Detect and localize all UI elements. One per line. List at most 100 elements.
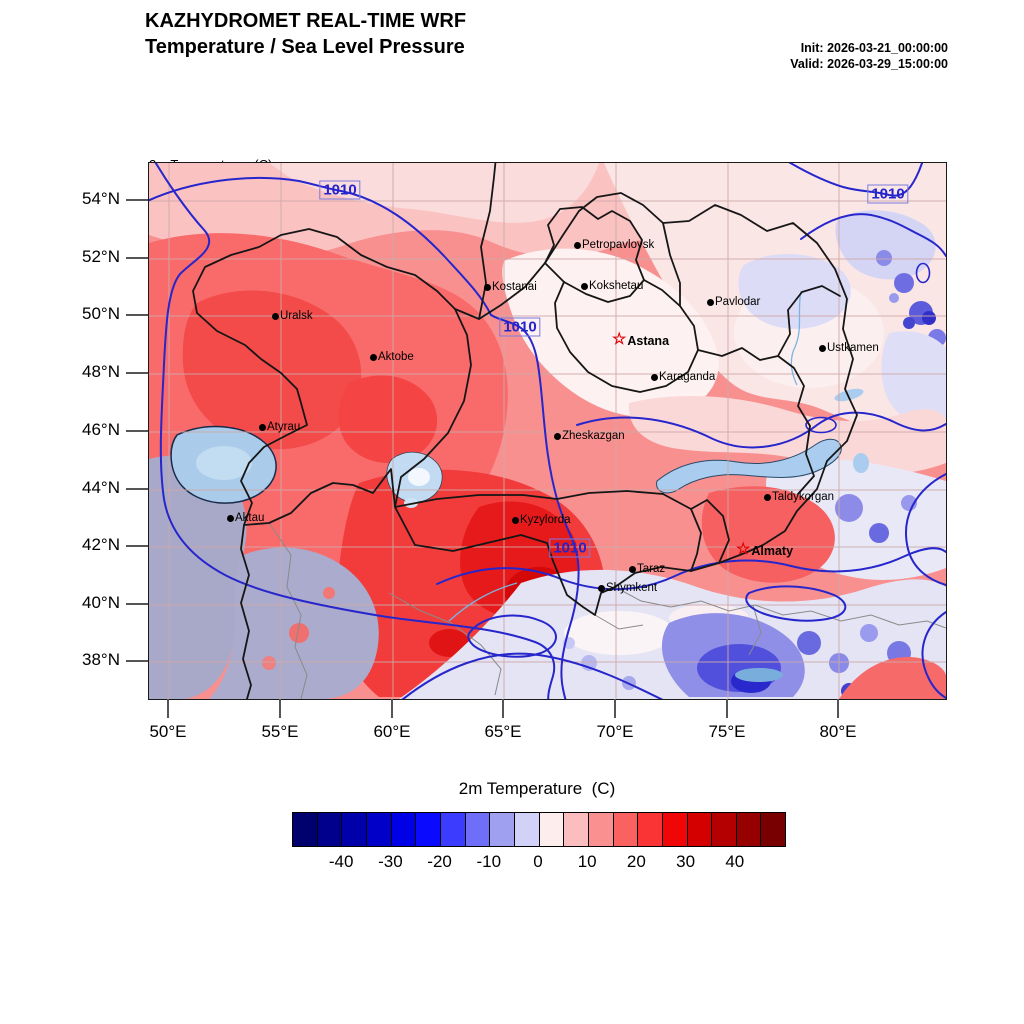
run-info: Init: 2026-03-21_00:00:00 Valid: 2026-03…: [790, 40, 948, 72]
city-shymkent: Shymkent: [598, 580, 657, 596]
city-label: Kyzylorda: [520, 514, 571, 526]
city-dot-icon: [581, 282, 588, 290]
city-pavlodar: Pavlodar: [707, 294, 760, 310]
lat-tick-mark: [126, 372, 148, 374]
lon-tick-label: 70°E: [596, 722, 634, 741]
lon-tick-mark: [614, 699, 616, 718]
city-label: Aktobe: [378, 351, 414, 363]
city-dot-icon: [819, 344, 826, 352]
colorbar-cell: [440, 813, 466, 846]
city-dot-icon: [629, 565, 636, 573]
isobar-label: 1010: [319, 180, 361, 200]
city-label: Pavlodar: [715, 296, 761, 308]
weather-map: [149, 163, 946, 699]
city-dot-icon: [484, 283, 491, 291]
lon-tick-mark: [837, 699, 839, 718]
city-atyrau: Atyrau: [259, 419, 300, 435]
city-taldykorgan: Taldykorgan: [764, 489, 834, 505]
city-dot-icon: [370, 353, 377, 361]
city-almaty: ☆ Almaty: [736, 542, 793, 559]
colorbar-cell: [588, 813, 614, 846]
colorbar-cell: [514, 813, 540, 846]
city-dot-icon: [512, 516, 519, 524]
colorbar-cell: [465, 813, 491, 846]
city-aktobe: Aktobe: [370, 349, 414, 365]
lat-tick-label: 42°N: [82, 535, 120, 554]
lon-tick-mark: [726, 699, 728, 718]
rivers-layer: [448, 290, 802, 622]
city-taraz: Taraz: [629, 561, 665, 577]
lon-tick-mark: [391, 699, 393, 718]
colorbar-tick-label: 20: [626, 852, 646, 871]
colorbar-cell: [293, 813, 318, 846]
admin-lines-gray: [268, 522, 946, 699]
lat-tick-label: 50°N: [82, 304, 120, 323]
city-petropavlovsk: Petropavlovsk: [574, 237, 654, 253]
star-marker-icon: ☆: [736, 541, 751, 558]
colorbar-tick-label: 0: [533, 852, 543, 871]
lat-tick-label: 48°N: [82, 362, 120, 381]
city-zheskazgan: Zheskazgan: [554, 428, 625, 444]
colorbar-cell: [317, 813, 343, 846]
colorbar-cell: [539, 813, 565, 846]
city-label: Ustkamen: [827, 342, 879, 354]
colorbar-tick-label: 30: [676, 852, 696, 871]
colorbar-cell: [613, 813, 639, 846]
city-label: Zheskazgan: [562, 430, 625, 442]
city-dot-icon: [554, 432, 561, 440]
lat-tick-mark: [126, 488, 148, 490]
city-dot-icon: [259, 423, 266, 431]
city-kokshetau: Kokshetau: [581, 278, 643, 294]
lat-tick-label: 38°N: [82, 650, 120, 669]
city-karaganda: Karaganda: [651, 369, 715, 385]
city-dot-icon: [598, 584, 605, 592]
city-dot-icon: [272, 312, 279, 320]
plot-title: KAZHYDROMET REAL-TIME WRF: [145, 10, 467, 32]
lon-tick-label: 65°E: [484, 722, 522, 741]
colorbar-cell: [687, 813, 713, 846]
colorbar-cell: [416, 813, 441, 846]
colorbar-tick-label: -10: [476, 852, 502, 871]
city-label: Shymkent: [606, 582, 658, 594]
city-dot-icon: [651, 373, 658, 381]
colorbar-tick-label: 40: [725, 852, 745, 871]
city-label: Taldykorgan: [772, 491, 835, 503]
colorbar: [292, 812, 786, 847]
lon-tick-label: 50°E: [149, 722, 187, 741]
colorbar-tick-label: -30: [378, 852, 403, 871]
colorbar-cell: [761, 813, 786, 846]
lon-tick-label: 60°E: [373, 722, 411, 741]
city-kostanai: Kostanai: [484, 279, 537, 295]
map-frame: [148, 162, 947, 700]
colorbar-cell: [736, 813, 762, 846]
city-label: Taraz: [637, 563, 666, 575]
lat-tick-mark: [126, 257, 148, 259]
colorbar-cell: [490, 813, 515, 846]
colorbar-cell: [342, 813, 367, 846]
lon-tick-mark: [502, 699, 504, 718]
colorbar-cell: [638, 813, 663, 846]
lat-tick-mark: [126, 660, 148, 662]
city-dot-icon: [574, 241, 581, 249]
lat-tick-mark: [126, 314, 148, 316]
init-time: Init: 2026-03-21_00:00:00: [800, 41, 948, 55]
lon-tick-label: 55°E: [261, 722, 299, 741]
isobar-contours: [149, 163, 946, 699]
city-uralsk: Uralsk: [272, 308, 313, 324]
city-label: Aktau: [235, 512, 265, 524]
city-dot-icon: [764, 493, 771, 501]
city-label: Astana: [627, 334, 670, 348]
isobar-label: 1010: [867, 184, 909, 204]
lat-tick-label: 40°N: [82, 593, 120, 612]
colorbar-cell: [366, 813, 392, 846]
lon-tick-label: 75°E: [708, 722, 746, 741]
city-dot-icon: [227, 514, 234, 522]
city-label: Karaganda: [659, 371, 716, 383]
lat-tick-mark: [126, 545, 148, 547]
city-astana: ☆ Astana: [612, 332, 670, 349]
city-kyzylorda: Kyzylorda: [512, 512, 571, 528]
colorbar-title: 2m Temperature (C): [458, 779, 616, 798]
plot-subtitle: Temperature / Sea Level Pressure: [145, 36, 465, 58]
lat-tick-label: 54°N: [82, 189, 120, 208]
